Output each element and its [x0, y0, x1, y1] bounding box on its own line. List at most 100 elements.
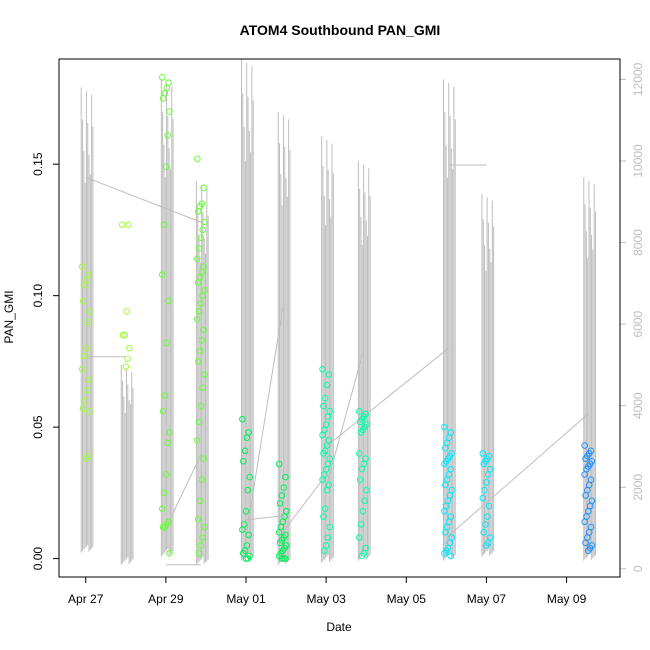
- data-point: [581, 442, 588, 449]
- data-point: [158, 271, 166, 278]
- data-point: [582, 492, 589, 499]
- data-point: [582, 455, 589, 462]
- x-tick-label: May 07: [467, 592, 507, 606]
- data-point: [358, 465, 366, 473]
- y2-tick-label: 6000: [631, 310, 645, 337]
- data-point: [355, 408, 363, 415]
- data-point: [484, 513, 491, 520]
- data-point: [246, 473, 253, 481]
- altitude-transit-line: [325, 348, 449, 447]
- data-point: [86, 308, 93, 315]
- data-point: [321, 505, 329, 512]
- x-tick-label: May 01: [226, 592, 266, 606]
- x-tick-label: Apr 27: [68, 592, 104, 606]
- data-point: [161, 523, 169, 531]
- data-point: [165, 297, 172, 305]
- data-point: [325, 371, 333, 378]
- data-point: [195, 550, 203, 557]
- data-point: [164, 131, 171, 139]
- data-point: [442, 444, 449, 452]
- data-point: [197, 402, 205, 410]
- data-point: [195, 418, 203, 426]
- data-point: [166, 550, 173, 557]
- data-point: [324, 534, 332, 541]
- data-point: [160, 489, 168, 497]
- y2-tick-label: 12000: [631, 62, 645, 96]
- data-point: [194, 208, 202, 215]
- data-point: [80, 352, 88, 360]
- altitude-transit-line: [245, 307, 284, 537]
- data-point: [121, 331, 129, 339]
- data-point: [82, 344, 90, 352]
- x-tick-label: May 09: [547, 592, 587, 606]
- data-point: [581, 518, 588, 526]
- data-point: [355, 534, 363, 541]
- data-point: [581, 471, 588, 478]
- data-point: [282, 473, 289, 481]
- data-point: [195, 308, 203, 315]
- data-point: [125, 221, 132, 228]
- data-point: [199, 292, 207, 299]
- data-point: [240, 550, 247, 557]
- data-point: [245, 531, 252, 539]
- data-point: [84, 318, 91, 326]
- data-point: [197, 234, 205, 242]
- data-point: [196, 497, 204, 505]
- y2-tick-label: 2000: [631, 474, 645, 501]
- data-point: [320, 402, 327, 410]
- data-point: [282, 555, 289, 562]
- data-point: [275, 460, 283, 468]
- data-point: [241, 447, 249, 455]
- data-point: [194, 155, 201, 163]
- data-point: [441, 550, 448, 557]
- data-point: [197, 300, 205, 307]
- data-point: [482, 521, 489, 528]
- y-tick-label: 0.15: [31, 152, 45, 176]
- data-point: [442, 528, 449, 536]
- data-point: [480, 460, 488, 468]
- data-point: [162, 163, 170, 171]
- data-point: [357, 429, 365, 436]
- data-point: [323, 381, 331, 389]
- data-point: [358, 552, 366, 560]
- data-point: [199, 226, 207, 234]
- data-point: [242, 507, 250, 515]
- data-point: [201, 371, 208, 378]
- y2-tick-label: 4000: [631, 392, 645, 419]
- data-point: [198, 337, 206, 344]
- y2-tick-label: 10000: [631, 144, 645, 178]
- data-point: [200, 455, 207, 462]
- data-point: [479, 494, 487, 502]
- data-point: [199, 534, 207, 541]
- data-point: [244, 555, 252, 562]
- data-point: [276, 539, 284, 547]
- data-point: [195, 245, 203, 252]
- x-tick-label: May 03: [306, 592, 346, 606]
- x-axis-label: Date: [326, 620, 352, 634]
- data-point: [239, 526, 246, 533]
- data-point: [363, 486, 370, 494]
- data-point: [240, 458, 247, 465]
- data-point: [442, 481, 449, 489]
- data-point: [79, 297, 87, 305]
- data-point: [194, 316, 201, 323]
- data-point: [158, 505, 166, 512]
- data-point: [584, 547, 592, 555]
- data-point: [197, 542, 205, 549]
- data-point: [201, 218, 208, 226]
- data-point: [324, 413, 332, 420]
- data-point: [119, 331, 127, 339]
- data-point: [481, 486, 488, 494]
- y2-tick-label: 0: [631, 565, 645, 572]
- data-point: [194, 358, 202, 365]
- data-point: [161, 392, 169, 399]
- data-point: [78, 263, 86, 271]
- data-point: [166, 429, 173, 436]
- altitude-transit-line: [447, 413, 589, 537]
- data-point: [483, 542, 490, 549]
- data-point: [196, 347, 204, 355]
- data-point: [166, 108, 173, 115]
- data-point: [81, 397, 89, 405]
- data-point: [200, 184, 207, 192]
